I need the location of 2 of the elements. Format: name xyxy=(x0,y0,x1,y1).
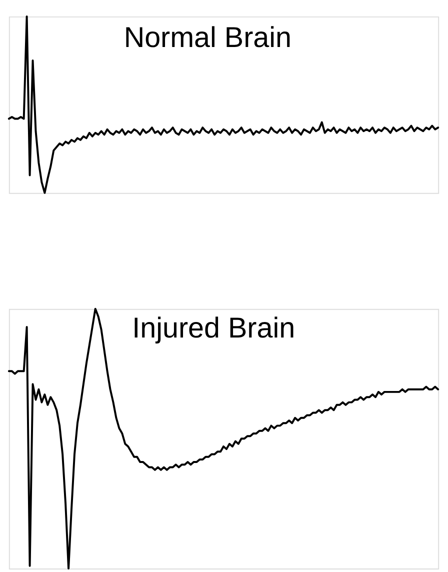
chart-title: Injured Brain xyxy=(132,312,296,345)
chart-title: Normal Brain xyxy=(124,22,292,54)
